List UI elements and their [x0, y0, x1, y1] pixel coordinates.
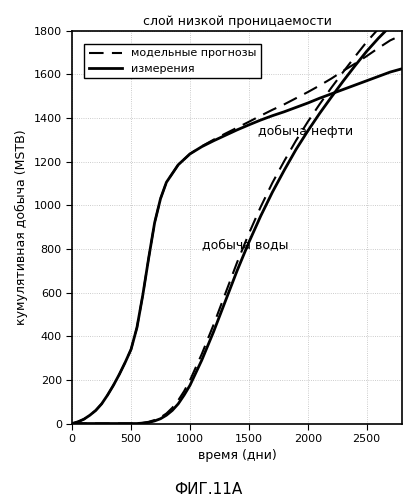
X-axis label: время (дни): время (дни)	[198, 450, 276, 462]
Title: слой низкой проницаемости: слой низкой проницаемости	[143, 15, 332, 28]
Y-axis label: кумулятивная добыча (MSTB): кумулятивная добыча (MSTB)	[15, 129, 28, 325]
Text: добыча воды: добыча воды	[202, 238, 288, 251]
Text: ФИГ.11А: ФИГ.11А	[174, 482, 243, 498]
Text: добыча нефти: добыча нефти	[258, 124, 354, 138]
Legend: модельные прогнозы, измерения: модельные прогнозы, измерения	[84, 44, 261, 78]
